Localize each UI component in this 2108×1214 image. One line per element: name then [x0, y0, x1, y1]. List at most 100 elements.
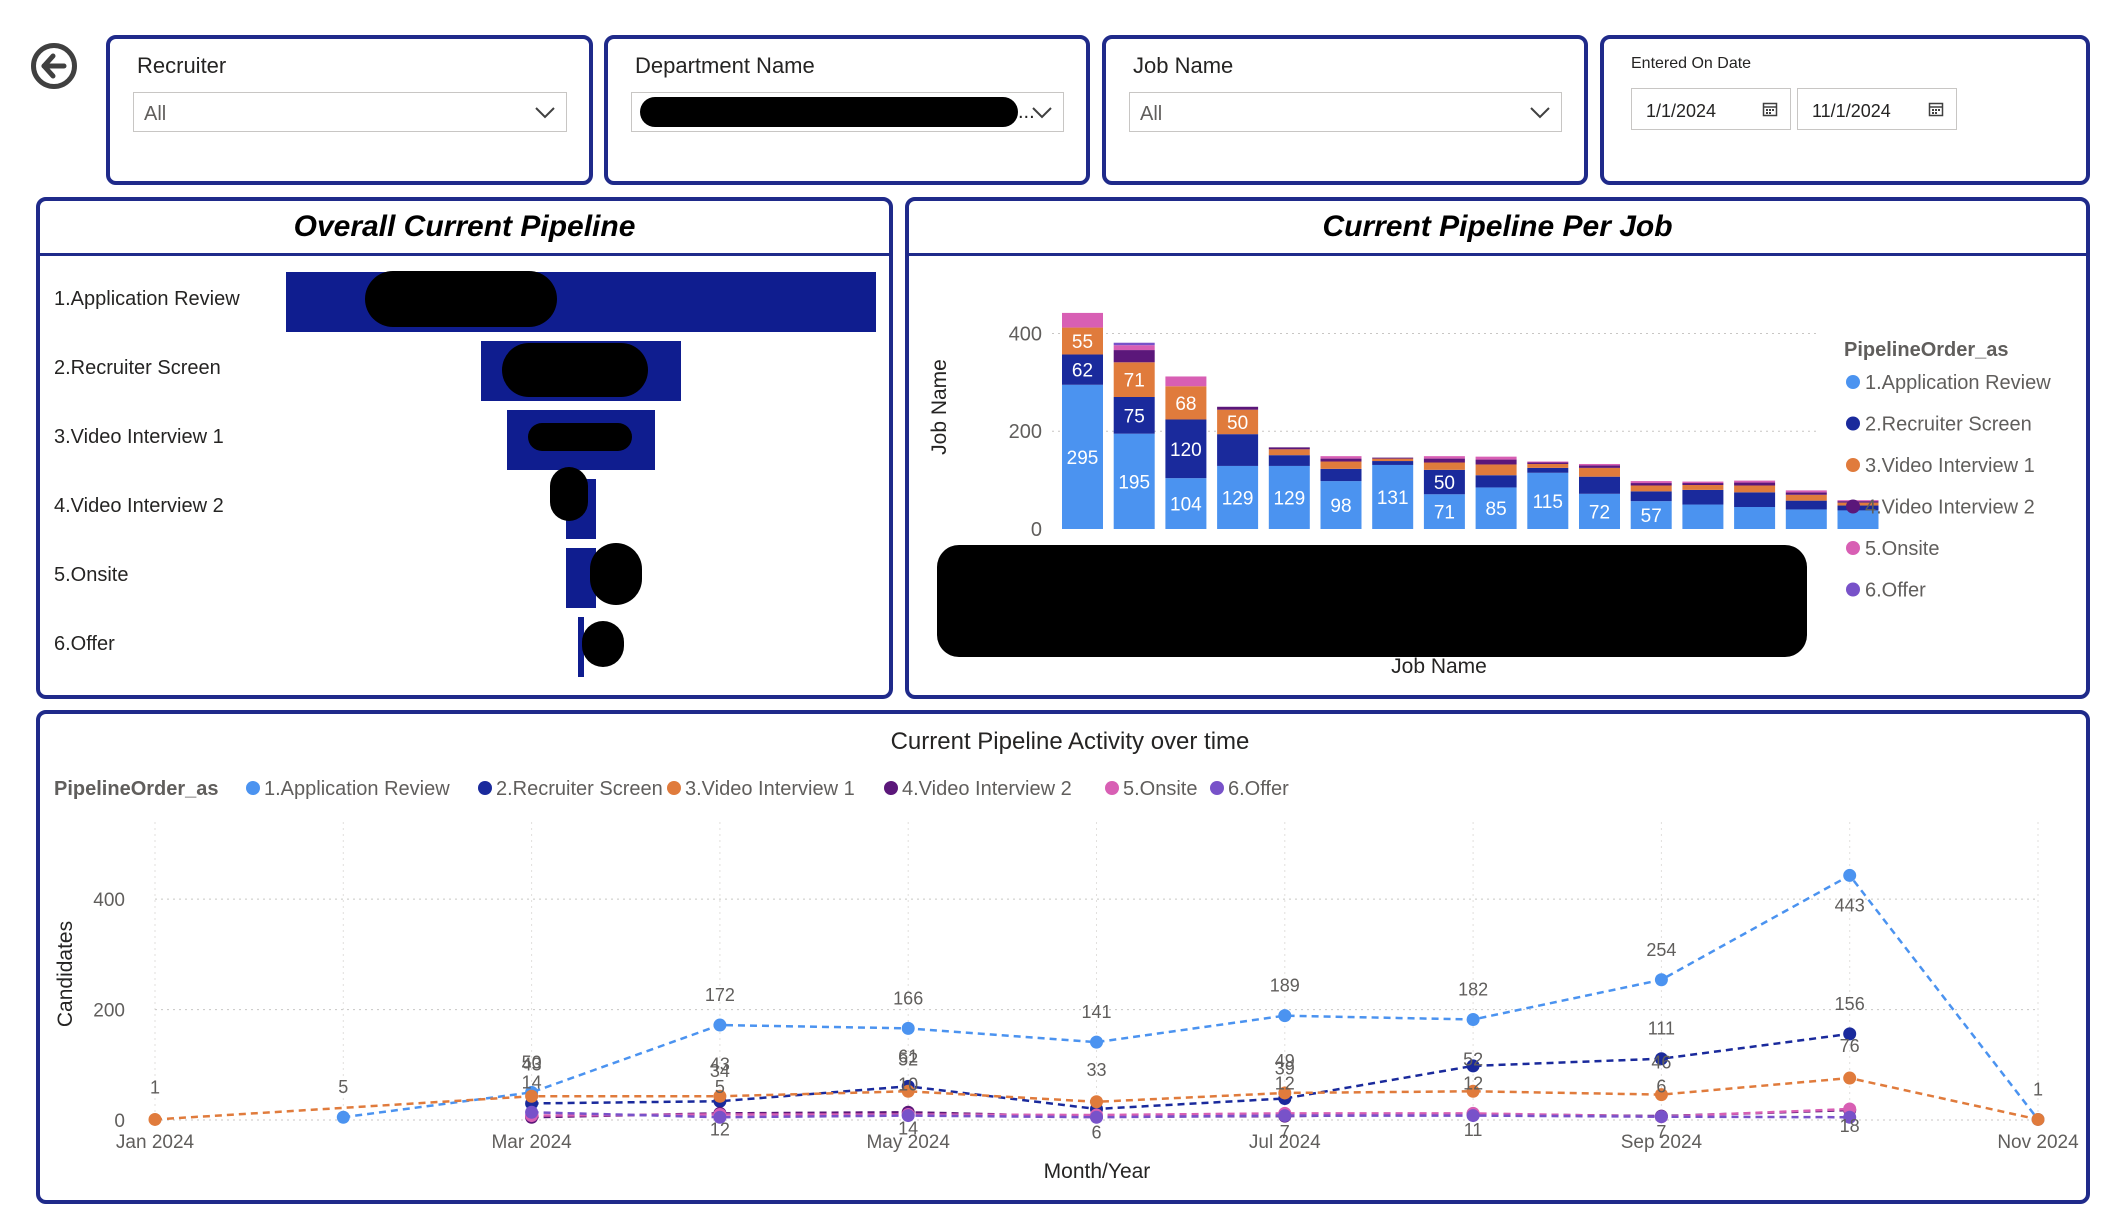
data-point-6-offer[interactable] — [713, 1110, 727, 1124]
bar-segment-3-video-interview-1[interactable] — [1320, 461, 1362, 469]
data-point-3-video-interview-1[interactable] — [525, 1089, 539, 1103]
series-line-3-video-interview-1[interactable] — [154, 1076, 2039, 1121]
bar-segment-4-video-interview-2[interactable] — [1682, 483, 1724, 485]
series-line-1-application-review[interactable] — [343, 873, 2039, 1121]
legend-item-3-video-interview-1[interactable]: 3.Video Interview 1 — [685, 778, 855, 800]
bar-segment-2-recruiter-screen[interactable] — [1268, 455, 1310, 466]
bar-segment-3-video-interview-1[interactable] — [1785, 494, 1827, 501]
data-point-1-application-review[interactable] — [1090, 1035, 1103, 1049]
data-point-3-video-interview-1[interactable] — [901, 1084, 915, 1098]
department-dropdown[interactable]: ... — [631, 92, 1064, 132]
legend-item-3-video-interview-1[interactable]: 3.Video Interview 1 — [1865, 455, 2035, 477]
series-line-2-recruiter-screen[interactable] — [531, 1032, 1850, 1111]
bar-segment-3-video-interview-1[interactable] — [1527, 463, 1569, 468]
bar-segment-1-application-review[interactable] — [1475, 487, 1517, 529]
bar-segment-1-application-review[interactable] — [1579, 493, 1620, 529]
bar-segment-1-application-review[interactable] — [1527, 472, 1569, 529]
data-point-6-offer[interactable] — [1843, 1110, 1857, 1124]
bar-segment-1-application-review[interactable] — [1423, 494, 1465, 529]
data-point-1-application-review[interactable] — [713, 1018, 727, 1032]
bar-segment-1-application-review[interactable] — [1268, 465, 1310, 529]
data-point-3-video-interview-1[interactable] — [1090, 1095, 1103, 1109]
data-point-3-video-interview-1[interactable] — [2031, 1112, 2045, 1126]
bar-segment-2-recruiter-screen[interactable] — [1579, 476, 1620, 494]
bar-segment-3-video-interview-1[interactable] — [1062, 327, 1103, 355]
bar-segment-5-onsite[interactable] — [1837, 500, 1879, 502]
bar-segment-3-video-interview-1[interactable] — [1165, 386, 1207, 420]
bar-segment-5-onsite[interactable] — [1113, 345, 1155, 351]
data-point-2-recruiter-screen[interactable] — [1843, 1027, 1857, 1041]
bar-segment-1-application-review[interactable] — [1785, 509, 1827, 529]
bar-segment-4-video-interview-2[interactable] — [1217, 406, 1259, 410]
bar-segment-4-video-interview-2[interactable] — [1475, 459, 1517, 465]
bar-segment-5-onsite[interactable] — [1062, 312, 1103, 328]
bar-segment-2-recruiter-screen[interactable] — [1734, 492, 1776, 507]
bar-segment-1-application-review[interactable] — [1062, 384, 1103, 529]
bar-segment-5-onsite[interactable] — [1475, 456, 1517, 460]
data-point-1-application-review[interactable] — [1278, 1009, 1292, 1023]
bar-segment-5-onsite[interactable] — [1785, 490, 1827, 493]
bar-segment-5-onsite[interactable] — [1527, 461, 1569, 463]
bar-segment-3-video-interview-1[interactable] — [1372, 458, 1414, 462]
bar-segment-4-video-interview-2[interactable] — [1320, 458, 1362, 462]
legend-item-4-video-interview-2[interactable]: 4.Video Interview 2 — [1865, 497, 2035, 519]
bar-segment-3-video-interview-1[interactable] — [1475, 464, 1517, 476]
calendar-icon[interactable] — [1928, 101, 1944, 117]
data-point-3-video-interview-1[interactable] — [713, 1089, 727, 1103]
data-point-6-offer[interactable] — [525, 1105, 539, 1119]
bar-segment-1-application-review[interactable] — [1734, 507, 1776, 529]
bar-segment-3-video-interview-1[interactable] — [1113, 362, 1155, 397]
bar-segment-3-video-interview-1[interactable] — [1734, 485, 1776, 493]
legend-item-5-onsite[interactable]: 5.Onsite — [1865, 538, 1939, 560]
bar-segment-3-video-interview-1[interactable] — [1217, 409, 1259, 435]
bar-segment-2-recruiter-screen[interactable] — [1423, 469, 1465, 495]
data-point-6-offer[interactable] — [1278, 1109, 1292, 1123]
bar-segment-2-recruiter-screen[interactable] — [1475, 475, 1517, 488]
bar-segment-4-video-interview-2[interactable] — [1113, 350, 1155, 363]
end-date-input[interactable]: 11/1/2024 — [1797, 88, 1957, 130]
bar-segment-5-onsite[interactable] — [1734, 480, 1776, 483]
bar-segment-1-application-review[interactable] — [1165, 478, 1207, 529]
bar-segment-2-recruiter-screen[interactable] — [1630, 491, 1672, 502]
legend-item-1-application-review[interactable]: 1.Application Review — [1865, 372, 2051, 394]
calendar-icon[interactable] — [1762, 101, 1778, 117]
data-point-6-offer[interactable] — [1654, 1110, 1668, 1124]
bar-segment-2-recruiter-screen[interactable] — [1372, 461, 1414, 465]
data-point-3-video-interview-1[interactable] — [1654, 1088, 1668, 1102]
bar-segment-4-video-interview-2[interactable] — [1423, 458, 1465, 463]
bar-segment-1-application-review[interactable] — [1217, 465, 1259, 529]
bar-segment-1-application-review[interactable] — [1113, 433, 1155, 529]
legend-item-4-video-interview-2[interactable]: 4.Video Interview 2 — [902, 778, 1072, 800]
bar-segment-3-video-interview-1[interactable] — [1579, 467, 1620, 477]
job-dropdown[interactable]: All — [1129, 92, 1562, 132]
bar-segment-3-video-interview-1[interactable] — [1423, 462, 1465, 470]
legend-item-6-offer[interactable]: 6.Offer — [1865, 580, 1926, 602]
data-point-1-application-review[interactable] — [901, 1021, 915, 1035]
data-point-6-offer[interactable] — [901, 1109, 915, 1123]
bar-segment-6-offer[interactable] — [1113, 342, 1155, 346]
bar-segment-5-onsite[interactable] — [1579, 463, 1620, 466]
data-point-6-offer[interactable] — [1466, 1109, 1480, 1123]
bar-segment-5-onsite[interactable] — [1682, 481, 1724, 484]
recruiter-dropdown[interactable]: All — [133, 92, 567, 132]
bar-segment-1-application-review[interactable] — [1682, 504, 1724, 529]
bar-segment-2-recruiter-screen[interactable] — [1682, 489, 1724, 505]
data-point-3-video-interview-1[interactable] — [1843, 1071, 1857, 1085]
bar-segment-5-onsite[interactable] — [1630, 481, 1672, 484]
data-point-6-offer[interactable] — [1090, 1110, 1103, 1124]
start-date-input[interactable]: 1/1/2024 — [1631, 88, 1791, 130]
bar-segment-4-video-interview-2[interactable] — [1630, 483, 1672, 486]
data-point-3-video-interview-1[interactable] — [1466, 1084, 1480, 1098]
bar-segment-2-recruiter-screen[interactable] — [1320, 468, 1362, 482]
bar-segment-1-application-review[interactable] — [1320, 481, 1362, 529]
data-point-2-recruiter-screen[interactable] — [1466, 1059, 1480, 1073]
funnel-bar-6-offer[interactable] — [578, 616, 584, 677]
bar-segment-2-recruiter-screen[interactable] — [1113, 397, 1155, 434]
data-point-3-video-interview-1[interactable] — [1278, 1086, 1292, 1100]
bar-segment-3-video-interview-1[interactable] — [1682, 485, 1724, 490]
bar-segment-2-recruiter-screen[interactable] — [1527, 467, 1569, 473]
bar-segment-3-video-interview-1[interactable] — [1630, 485, 1672, 492]
back-button[interactable] — [31, 43, 77, 89]
data-point-2-recruiter-screen[interactable] — [1654, 1052, 1668, 1066]
bar-segment-2-recruiter-screen[interactable] — [1217, 434, 1259, 466]
